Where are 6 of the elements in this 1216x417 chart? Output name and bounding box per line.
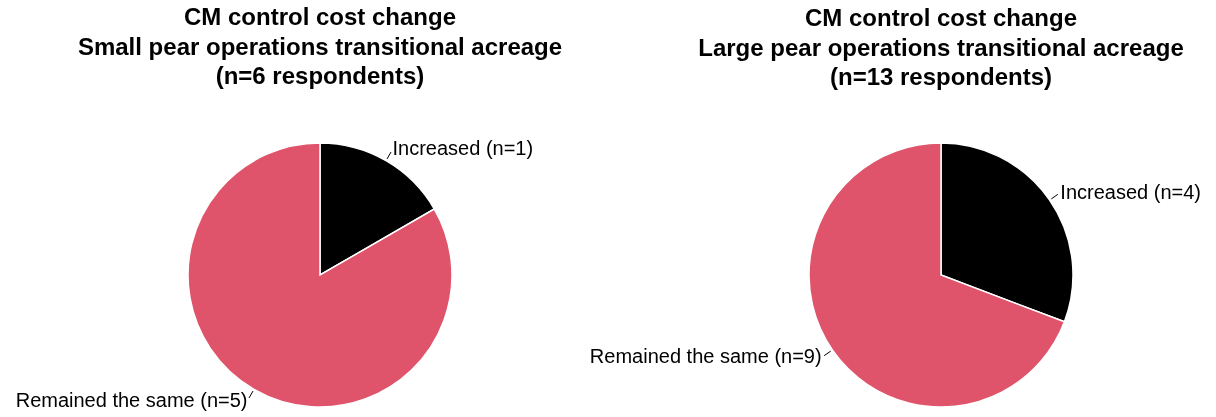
slice-label: Increased (n=1): [392, 137, 534, 160]
slice-label: Increased (n=4): [1060, 180, 1201, 203]
chart-title: CM control cost change Small pear operations transitional acreage (n=6 respondents): [77, 3, 563, 90]
slice-label: Remained the same (n=5): [15, 388, 248, 411]
slice-label: Remained the same (n=9): [589, 345, 822, 368]
chart-title: CM control cost change Large pear operations transitional acreage (n=13 respondents): [698, 4, 1184, 90]
